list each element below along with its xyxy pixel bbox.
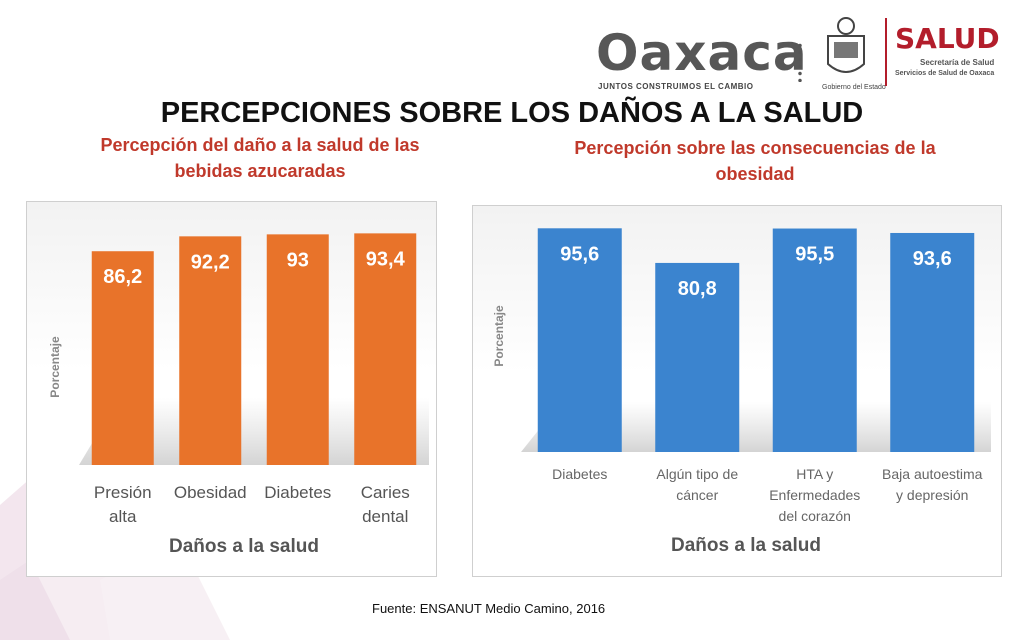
category-tick-label: alta: [109, 507, 137, 526]
category-tick-label: Enfermedades: [769, 487, 860, 503]
category-tick-label: Diabetes: [264, 483, 331, 502]
category-tick-label: Obesidad: [174, 483, 247, 502]
data-label: 93,6: [913, 248, 952, 270]
x-axis-label: Daños a la salud: [169, 536, 319, 557]
header-logos: Oaxaca JUNTOS CONSTRUIMOS EL CAMBIO Gobi…: [590, 10, 1010, 95]
category-tick-label: Presión: [94, 483, 152, 502]
right-bar-chart: 95,6 Diabetes 80,8 Algún tipo de cáncer 95,5 H…: [492, 228, 991, 556]
state-seal-icon: [827, 17, 865, 73]
data-label: 80,8: [678, 278, 717, 300]
category-tick-label: cáncer: [676, 487, 718, 503]
government-label: Gobierno del Estado: [822, 84, 886, 91]
page-title: PERCEPCIONES SOBRE LOS DAÑOS A LA SALUD: [160, 97, 864, 129]
x-axis-label: Daños a la salud: [671, 535, 821, 556]
category-tick-label: Diabetes: [552, 466, 607, 482]
bar: [890, 232, 975, 452]
data-label: 95,6: [560, 243, 599, 265]
logo-separator: [798, 42, 802, 82]
left-subtitle-line1: Percepción del daño a la salud de las: [100, 135, 420, 155]
data-label: 93,4: [366, 248, 406, 270]
logo-divider: [885, 18, 887, 86]
category-tick-label: Baja autoestima: [882, 466, 983, 482]
left-chart-subtitle: Percepción del daño a la salud de las be…: [60, 132, 460, 184]
left-chart-panel: 86,2 Presión alta 92,2 Obesidad 93 Diabetes 93,…: [26, 201, 437, 577]
salud-subtitle-2: Servicios de Salud de Oaxaca: [895, 70, 995, 77]
data-label: 95,5: [795, 244, 834, 266]
bar: [266, 234, 329, 465]
chart-floor-shadow: [79, 398, 429, 465]
bar: [772, 228, 857, 452]
oaxaca-tagline: JUNTOS CONSTRUIMOS EL CAMBIO: [598, 82, 754, 91]
salud-logo: SALUD: [895, 22, 1000, 55]
right-chart-panel: 95,6 Diabetes 80,8 Algún tipo de cáncer 95,5 H…: [472, 205, 1002, 577]
chart-floor-shadow: [521, 402, 991, 452]
data-label: 86,2: [103, 266, 142, 288]
category-tick-label: y depresión: [896, 487, 968, 503]
y-axis-label: Porcentaje: [48, 336, 62, 398]
bar: [91, 251, 154, 465]
bar: [537, 228, 622, 452]
salud-subtitle-1: Secretaría de Salud: [920, 58, 995, 67]
right-subtitle-line1: Percepción sobre las consecuencias de la: [574, 138, 936, 158]
right-subtitle-line2: obesidad: [715, 164, 795, 184]
left-subtitle-line2: bebidas azucaradas: [174, 161, 346, 181]
category-tick-label: Algún tipo de: [656, 466, 738, 482]
right-chart-subtitle: Percepción sobre las consecuencias de la…: [535, 135, 975, 187]
category-tick-label: HTA y: [796, 466, 833, 482]
data-label: 92,2: [191, 251, 230, 273]
source-note: Fuente: ENSANUT Medio Camino, 2016: [372, 601, 606, 616]
left-bar-chart: 86,2 Presión alta 92,2 Obesidad 93 Diabetes 93,…: [48, 233, 429, 557]
category-tick-label: dental: [362, 507, 408, 526]
bar: [179, 236, 242, 465]
data-label: 93: [287, 249, 309, 271]
category-tick-label: Caries: [361, 483, 410, 502]
y-axis-label: Porcentaje: [492, 305, 506, 367]
category-tick-label: del corazón: [779, 508, 851, 524]
oaxaca-logo: Oaxaca: [596, 24, 808, 82]
bar: [354, 233, 417, 465]
bar: [655, 262, 740, 452]
